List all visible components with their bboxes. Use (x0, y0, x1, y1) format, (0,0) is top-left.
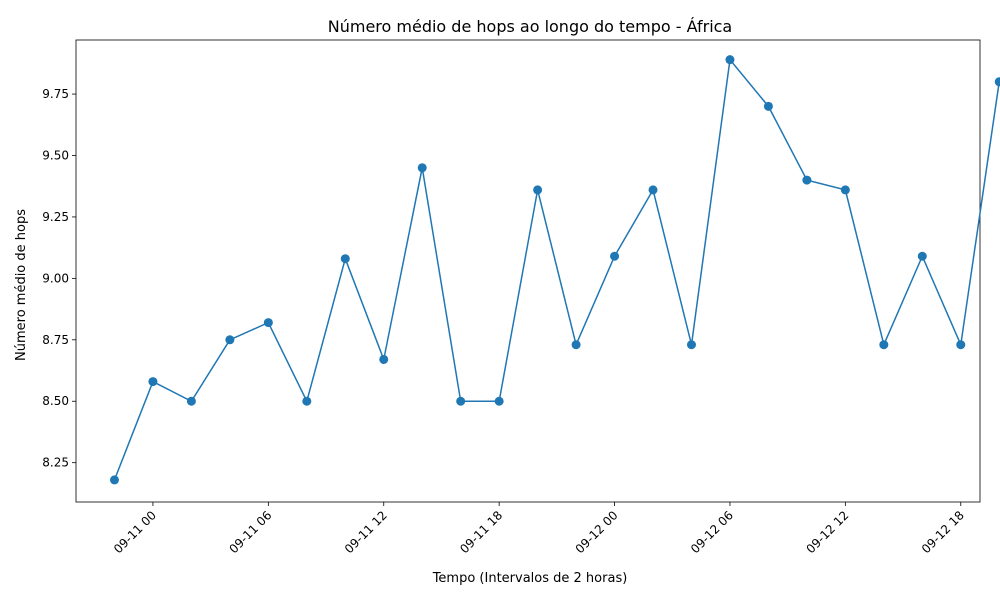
data-point (994, 77, 1000, 87)
data-point (379, 354, 389, 364)
y-tick-label: 8.25 (42, 456, 69, 470)
data-point (763, 101, 773, 111)
data-point (648, 185, 658, 195)
x-tick-label: 09-12 00 (573, 508, 621, 556)
data-point (840, 185, 850, 195)
data-point (417, 163, 427, 173)
plot-frame (75, 39, 981, 503)
chart-title: Número médio de hops ao longo do tempo -… (328, 17, 732, 36)
y-tick-label: 9.50 (42, 149, 69, 163)
x-tick-label: 09-11 06 (226, 508, 274, 556)
x-tick-label: 09-11 18 (457, 508, 505, 556)
data-point (456, 396, 466, 406)
data-point (533, 185, 543, 195)
data-point (610, 251, 620, 261)
data-point (186, 396, 196, 406)
data-point (302, 396, 312, 406)
x-tick-label: 09-12 06 (688, 508, 736, 556)
x-tick-label: 09-12 18 (919, 508, 967, 556)
x-axis-label: Tempo (Intervalos de 2 horas) (432, 571, 628, 586)
y-tick-label: 9.00 (42, 271, 69, 285)
x-tick-label: 09-12 12 (803, 508, 851, 556)
y-axis-label: Número médio de hops (14, 209, 29, 361)
series-line (113, 57, 1000, 481)
series-layer (109, 55, 1000, 485)
data-point (263, 318, 273, 328)
y-tick-label: 8.50 (42, 394, 69, 408)
data-point (148, 377, 158, 387)
x-tick-label: 09-11 12 (342, 508, 390, 556)
data-point (340, 254, 350, 264)
y-tick-label: 9.75 (42, 87, 69, 101)
data-point (879, 340, 889, 350)
data-point (725, 55, 735, 65)
data-point (956, 340, 966, 350)
data-point (225, 335, 235, 345)
y-tick-label: 9.25 (42, 210, 69, 224)
data-point (109, 475, 119, 485)
x-axis: 09-11 00 09-11 06 09-11 12 09-11 18 09-12 00… (111, 502, 967, 556)
y-tick-label: 8.75 (42, 333, 69, 347)
plot-area: 09-11 00 09-11 06 09-11 12 09-11 18 09-12 00… (42, 39, 1000, 556)
x-tick-label: 09-11 00 (111, 508, 159, 556)
data-point (802, 175, 812, 185)
y-axis: 8.25 8.50 8.75 9.00 9.25 9.50 9.75 (42, 87, 76, 470)
data-point (494, 396, 504, 406)
data-point (917, 251, 927, 261)
data-point (571, 340, 581, 350)
data-point (686, 340, 696, 350)
